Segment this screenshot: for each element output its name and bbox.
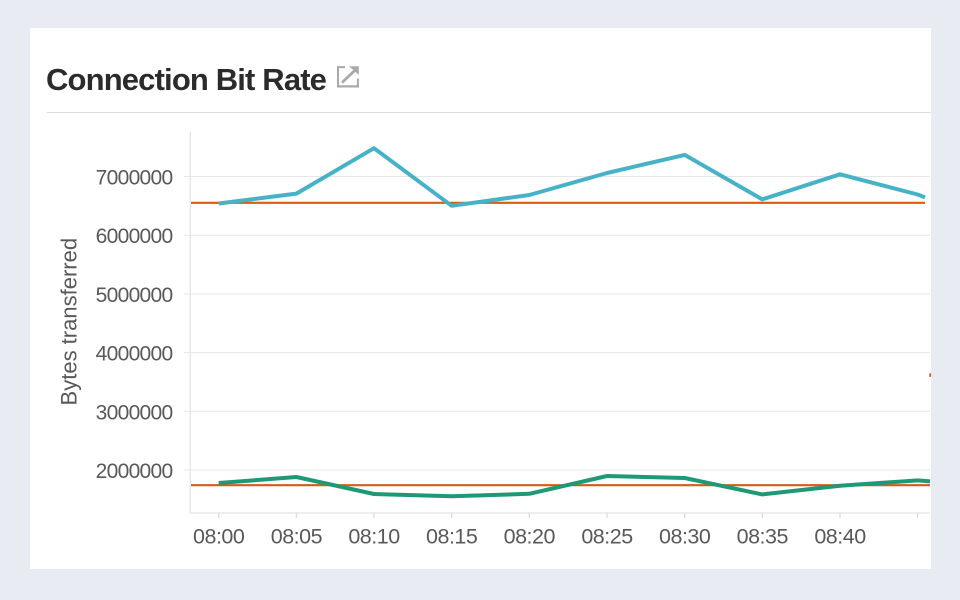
svg-text:08:40: 08:40 <box>814 525 866 549</box>
svg-text:08:00: 08:00 <box>193 525 245 549</box>
svg-text:08:20: 08:20 <box>504 525 556 549</box>
svg-text:08:30: 08:30 <box>659 525 711 549</box>
svg-text:08:15: 08:15 <box>426 525 478 549</box>
svg-text:08:25: 08:25 <box>581 525 633 549</box>
svg-text:3000000: 3000000 <box>96 401 173 424</box>
svg-text:4000000: 4000000 <box>96 343 173 366</box>
svg-text:6000000: 6000000 <box>96 225 173 248</box>
svg-text:Bytes transferred: Bytes transferred <box>57 238 82 406</box>
svg-text:08:35: 08:35 <box>737 525 789 549</box>
svg-text:08:10: 08:10 <box>348 525 400 549</box>
svg-text:7000000: 7000000 <box>96 167 173 190</box>
svg-text:2000000: 2000000 <box>96 460 173 483</box>
svg-text:5000000: 5000000 <box>96 284 173 307</box>
svg-text:08:05: 08:05 <box>271 525 323 549</box>
